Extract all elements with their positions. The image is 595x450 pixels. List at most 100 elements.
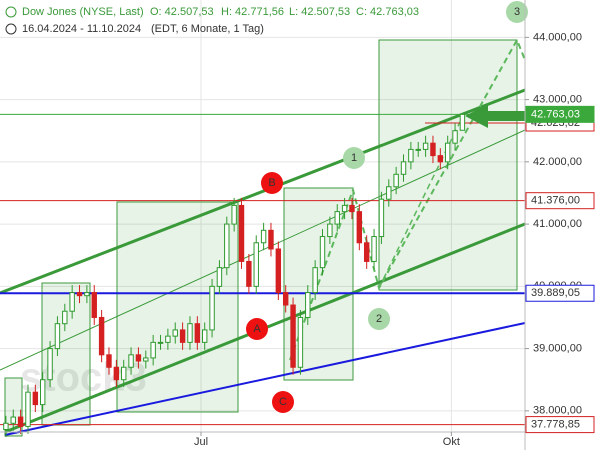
subtitle: 16.04.2024 - 11.10.2024	[22, 23, 141, 35]
channel-upper	[0, 88, 526, 295]
annotation-label: 2	[376, 313, 382, 325]
candle-body	[76, 292, 83, 297]
y-tick-label: 44.000,00	[533, 31, 582, 43]
candle-body	[356, 211, 363, 244]
level-label: 42.763,03	[531, 108, 580, 120]
box	[4, 377, 23, 437]
annotation-circle	[272, 391, 294, 413]
candle-body	[253, 242, 259, 287]
candle-body	[386, 186, 392, 200]
candles	[3, 113, 466, 437]
candle-body	[128, 354, 134, 368]
candle-body	[10, 416, 16, 424]
candle-body	[378, 198, 385, 238]
level-label: 37.778,85	[531, 419, 580, 431]
candle-body	[201, 329, 208, 343]
candle-body	[319, 236, 326, 269]
annotations: 1 2 3 A B C	[246, 1, 528, 413]
annotation-label: 3	[514, 6, 520, 18]
candle-body	[305, 292, 311, 318]
candle-body	[290, 304, 296, 368]
candle-body	[187, 323, 193, 343]
annotation-circle	[368, 308, 390, 330]
candle-body	[209, 285, 215, 331]
candle-body	[194, 323, 201, 343]
candle-body	[17, 416, 24, 427]
y-tick-label: 41.000,00	[533, 218, 582, 230]
x-tick-label: Jul	[194, 436, 208, 448]
projection	[378, 117, 463, 289]
candle-body	[282, 292, 289, 306]
candle-body	[452, 130, 458, 144]
candle-body	[349, 204, 355, 213]
candle-body	[3, 422, 9, 431]
level-label-box	[525, 284, 595, 302]
y-tick-label: 39.000,00	[533, 342, 582, 354]
candle-body	[113, 366, 120, 381]
title: Dow Jones (NYSE, Last)	[22, 6, 144, 18]
candle-body	[275, 248, 282, 294]
header: Dow Jones (NYSE, Last) O: 42.507,53 H: 4…	[5, 6, 419, 35]
annotation-circle	[261, 172, 283, 194]
annotation-circle	[506, 1, 528, 23]
subtitle-note: (EDT, 6 Monate, 1 Tag)	[151, 23, 264, 35]
header-value: C: 42.763,03	[356, 6, 419, 18]
icon	[5, 23, 17, 35]
candle-body	[120, 366, 127, 381]
candle-body	[260, 229, 267, 244]
header-value: O: 42.507,53	[150, 6, 214, 18]
candle-body	[39, 379, 46, 406]
candle-body	[84, 292, 90, 297]
header-value: H: 42.771,56	[221, 6, 284, 18]
candle-body	[422, 142, 429, 150]
candle-body	[106, 354, 112, 368]
candle-body	[400, 161, 407, 175]
grid	[0, 0, 525, 432]
candle-body	[165, 335, 171, 343]
candle-body	[246, 260, 252, 287]
candle-body	[216, 267, 223, 287]
arrow	[465, 104, 530, 128]
candle-body	[172, 329, 178, 337]
candle-body	[334, 211, 340, 225]
candle-body	[297, 316, 304, 368]
level-label-box	[525, 192, 595, 210]
x-tick-label: Okt	[443, 436, 460, 448]
header-value: L: 42.507,53	[289, 6, 350, 18]
candle-body	[415, 148, 421, 151]
candle-body	[135, 354, 142, 362]
candle-body	[62, 310, 68, 325]
candle-body	[327, 223, 333, 238]
candle-body	[238, 204, 245, 262]
candle-body	[268, 229, 274, 250]
candle-body	[371, 236, 377, 262]
candle-body	[54, 323, 61, 350]
candle-body	[150, 341, 156, 359]
candle-body	[98, 316, 105, 356]
candle-body	[224, 223, 230, 269]
y-tick-label: 42.000,00	[533, 156, 582, 168]
candle-body	[143, 357, 149, 362]
candle-body	[231, 204, 237, 225]
candle-body	[69, 292, 75, 312]
annotation-label: C	[279, 396, 287, 408]
candle-body	[437, 155, 444, 163]
candle-body	[444, 142, 451, 163]
level-label-box	[525, 105, 595, 123]
channel-middle	[0, 129, 526, 371]
y-tick-label: 43.000,00	[533, 94, 582, 106]
candle-body	[25, 391, 31, 427]
y-tick-label: 38.000,00	[533, 405, 582, 417]
level-label: 39.889,05	[531, 287, 580, 299]
annotation-circle	[246, 318, 268, 340]
level-label: 41.376,00	[531, 195, 580, 207]
candle-body	[157, 341, 164, 344]
candle-body	[430, 142, 436, 157]
candle-body	[32, 391, 39, 406]
candle-body	[47, 348, 53, 381]
trend-blue	[4, 322, 526, 436]
candle-body	[91, 292, 97, 318]
candle-body	[312, 267, 318, 294]
